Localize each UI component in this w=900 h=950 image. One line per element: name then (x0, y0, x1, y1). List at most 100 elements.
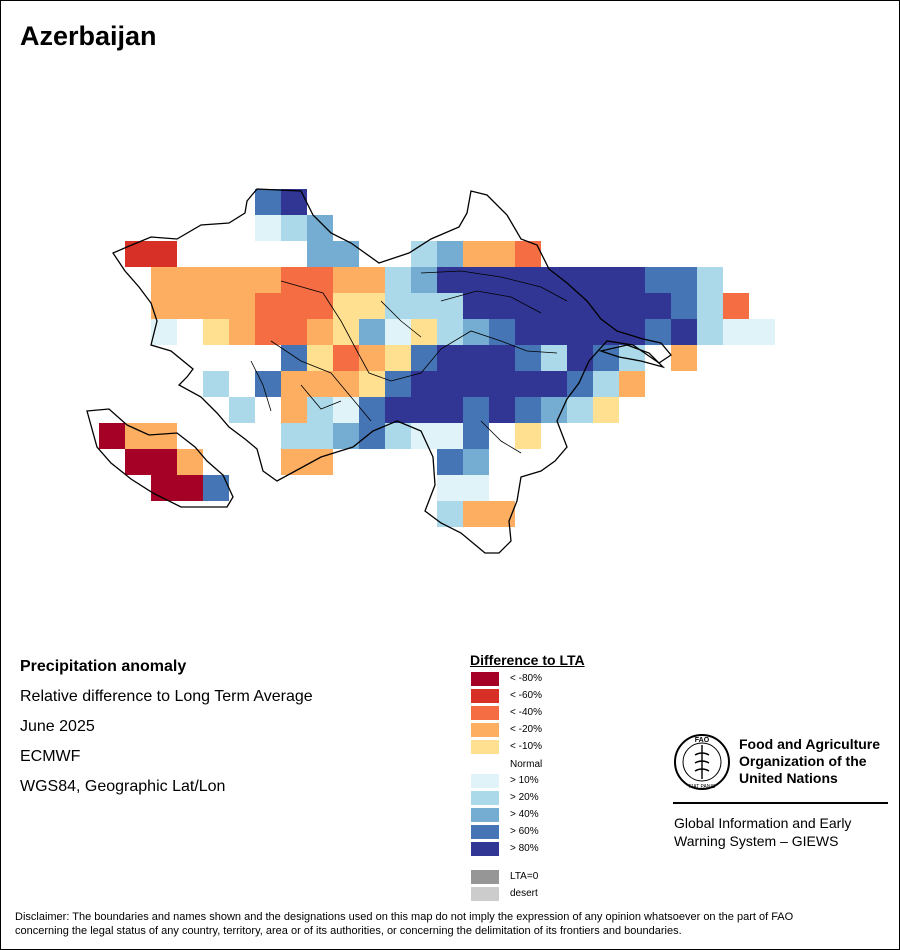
legend-swatch (471, 887, 499, 901)
anomaly-date: June 2025 (20, 718, 95, 735)
anomaly-cell (463, 319, 489, 345)
anomaly-cell (463, 423, 489, 449)
anomaly-cell (489, 241, 515, 267)
anomaly-cell (229, 267, 255, 293)
anomaly-cell (645, 267, 671, 293)
anomaly-cell (307, 293, 333, 319)
anomaly-cell (307, 397, 333, 423)
legend-label: Normal (510, 759, 543, 770)
anomaly-cell (177, 293, 203, 319)
legend-label: < -40% (510, 707, 542, 718)
fao-logo-letters: FAO (695, 737, 710, 744)
anomaly-cell (515, 319, 541, 345)
anomaly-cell (385, 423, 411, 449)
legend-label: > 60% (510, 826, 539, 837)
anomaly-cell (333, 423, 359, 449)
anomaly-cell (697, 319, 723, 345)
anomaly-cell (177, 319, 203, 345)
anomaly-cell (593, 293, 619, 319)
anomaly-cell (281, 371, 307, 397)
anomaly-cell (567, 345, 593, 371)
anomaly-cell (697, 267, 723, 293)
anomaly-cell (541, 397, 567, 423)
internal-region-line-2 (270, 290, 542, 422)
legend-swatch (471, 740, 499, 754)
org-name-line1: Food and Agriculture (739, 736, 881, 752)
anomaly-projection: WGS84, Geographic Lat/Lon (20, 778, 226, 795)
anomaly-cell (333, 345, 359, 371)
anomaly-cell (463, 397, 489, 423)
anomaly-cell (645, 319, 671, 345)
anomaly-cell (411, 345, 437, 371)
anomaly-title: Precipitation anomaly (20, 658, 187, 675)
anomaly-cell (151, 241, 177, 267)
anomaly-cell (671, 345, 697, 371)
legend-swatch (471, 870, 499, 884)
anomaly-cell (437, 371, 463, 397)
anomaly-cell (489, 267, 515, 293)
anomaly-cell (385, 397, 411, 423)
anomaly-cell (619, 293, 645, 319)
anomaly-cell (177, 475, 203, 501)
legend-label: > 10% (510, 775, 539, 786)
anomaly-subtitle: Relative difference to Long Term Average (20, 688, 313, 705)
legend-title: Difference to LTA (470, 652, 585, 668)
anomaly-cell (541, 371, 567, 397)
anomaly-cell (515, 267, 541, 293)
anomaly-cell (333, 397, 359, 423)
anomaly-cell (255, 267, 281, 293)
anomaly-cell (229, 397, 255, 423)
anomaly-cell (463, 475, 489, 501)
anomaly-cell (281, 449, 307, 475)
anomaly-cell (541, 345, 567, 371)
legend-swatch (471, 808, 499, 822)
disclaimer-line1: Disclaimer: The boundaries and names sho… (15, 911, 794, 923)
anomaly-cell (307, 267, 333, 293)
anomaly-cell (177, 449, 203, 475)
anomaly-cell (281, 189, 307, 215)
anomaly-cell (385, 319, 411, 345)
anomaly-cell (307, 423, 333, 449)
anomaly-cell (541, 293, 567, 319)
anomaly-cell (489, 501, 515, 527)
legend-swatch (471, 689, 499, 703)
anomaly-cell (99, 423, 125, 449)
legend-label: > 20% (510, 792, 539, 803)
anomaly-cell (723, 293, 749, 319)
anomaly-cell (619, 319, 645, 345)
anomaly-cell (463, 501, 489, 527)
anomaly-cell (125, 449, 151, 475)
anomaly-cell (281, 215, 307, 241)
anomaly-cell (281, 319, 307, 345)
anomaly-cell (307, 241, 333, 267)
legend-swatch (471, 825, 499, 839)
anomaly-cell (567, 319, 593, 345)
anomaly-cell (203, 267, 229, 293)
anomaly-cell (229, 345, 255, 371)
anomaly-cell (203, 293, 229, 319)
anomaly-cell (411, 241, 437, 267)
anomaly-cell (411, 293, 437, 319)
country-borders (86, 188, 672, 554)
legend-label: LTA=0 (510, 871, 539, 882)
disclaimer-line2: concerning the legal status of any count… (15, 925, 682, 937)
legend-swatch (471, 672, 499, 686)
legend-label: < -60% (510, 690, 542, 701)
anomaly-cell (463, 449, 489, 475)
anomaly-cell (411, 267, 437, 293)
anomaly-cell (619, 267, 645, 293)
mainland-border (112, 188, 672, 554)
anomaly-cell (671, 319, 697, 345)
anomaly-cell (359, 423, 385, 449)
anomaly-cell (255, 319, 281, 345)
anomaly-cell (359, 345, 385, 371)
legend-swatch (471, 842, 499, 856)
anomaly-cell (697, 293, 723, 319)
anomaly-cell (489, 397, 515, 423)
anomaly-cell (385, 267, 411, 293)
anomaly-cell (437, 475, 463, 501)
anomaly-cell (281, 293, 307, 319)
anomaly-cell (463, 345, 489, 371)
org-name-line3: United Nations (739, 770, 838, 786)
anomaly-cell (255, 189, 281, 215)
